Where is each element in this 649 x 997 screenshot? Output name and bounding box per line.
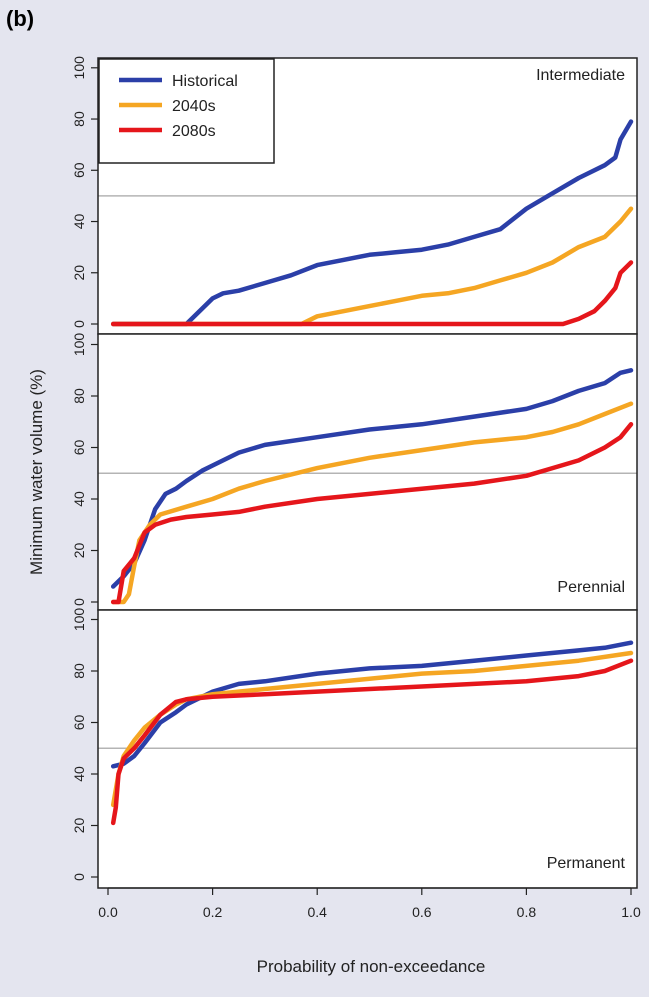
y-tick-label: 20 xyxy=(71,818,87,834)
y-tick-label: 100 xyxy=(71,333,87,357)
x-tick-label: 0.4 xyxy=(307,904,327,920)
y-axis-title: Minimum water volume (%) xyxy=(27,369,46,575)
panel-title: Permanent xyxy=(547,855,626,872)
legend-label-s2080: 2080s xyxy=(172,123,216,140)
panel-perennial xyxy=(91,333,638,611)
y-tick-label: 60 xyxy=(71,440,87,456)
x-axis-title: Probability of non-exceedance xyxy=(257,957,486,976)
y-tick-label: 20 xyxy=(71,265,87,281)
series-line-historical xyxy=(110,119,634,327)
panel-label: (b) xyxy=(6,6,35,31)
y-tick-label: 80 xyxy=(71,111,87,127)
series-line-s2040 xyxy=(110,206,634,327)
series-line-historical xyxy=(110,640,634,769)
series-line-s2080 xyxy=(110,260,634,327)
legend-label-historical: Historical xyxy=(172,73,238,90)
panel-title: Perennial xyxy=(557,579,625,596)
series-line-s2080 xyxy=(110,658,634,826)
y-tick-label: 0 xyxy=(71,320,87,328)
y-tick-label: 40 xyxy=(71,491,87,507)
legend-label-s2040: 2040s xyxy=(172,98,216,115)
plot-area xyxy=(98,334,637,610)
y-tick-label: 100 xyxy=(71,56,87,80)
y-tick-label: 60 xyxy=(71,162,87,178)
y-tick-label: 80 xyxy=(71,388,87,404)
x-tick-label: 0.8 xyxy=(517,904,537,920)
y-tick-label: 0 xyxy=(71,598,87,606)
panel-title: Intermediate xyxy=(536,67,625,84)
series-line-s2040 xyxy=(110,650,634,808)
legend: Historical 2040s 2080s xyxy=(98,58,275,164)
series-line-s2040 xyxy=(110,401,634,605)
y-tick-label: 80 xyxy=(71,663,87,679)
x-tick-label: 1.0 xyxy=(621,904,641,920)
x-tick-label: 0.2 xyxy=(203,904,223,920)
x-tick-label: 0.0 xyxy=(98,904,118,920)
x-tick-label: 0.6 xyxy=(412,904,432,920)
y-tick-label: 40 xyxy=(71,766,87,782)
series-line-s2080 xyxy=(110,422,634,605)
panel-permanent xyxy=(91,609,638,889)
y-tick-label: 40 xyxy=(71,214,87,230)
y-tick-label: 100 xyxy=(71,608,87,632)
y-tick-label: 20 xyxy=(71,543,87,559)
y-tick-label: 60 xyxy=(71,715,87,731)
legend-box xyxy=(98,58,275,164)
y-tick-label: 0 xyxy=(71,873,87,881)
